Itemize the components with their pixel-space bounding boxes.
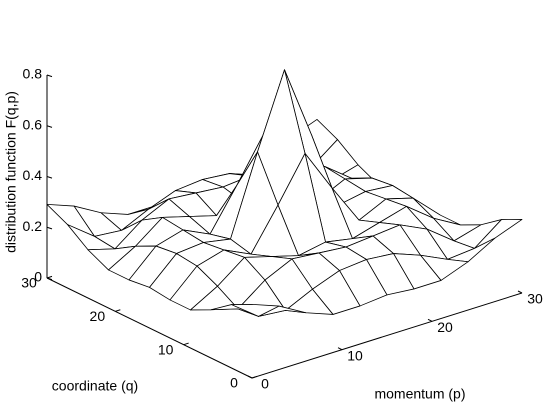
y-axis bbox=[46, 277, 253, 379]
x-axis bbox=[251, 292, 523, 379]
z-axis-label: distribution function F(q,p) bbox=[3, 91, 19, 253]
z-tick-label: 0 bbox=[34, 269, 42, 285]
z-tick bbox=[46, 125, 53, 128]
y-tick-label: 20 bbox=[90, 308, 106, 324]
y-tick-label: 30 bbox=[21, 275, 37, 291]
x-tick-label: 0 bbox=[261, 376, 269, 392]
y-tick-label: 10 bbox=[158, 341, 174, 357]
y-tick bbox=[183, 342, 189, 346]
y-tick-label: 0 bbox=[230, 375, 238, 391]
y-tick bbox=[46, 275, 53, 279]
x-tick-label: 10 bbox=[347, 347, 363, 363]
z-tick bbox=[46, 74, 53, 78]
x-axis-label: momentum (p) bbox=[374, 386, 465, 402]
z-tick bbox=[46, 226, 53, 230]
x-tick bbox=[517, 290, 523, 294]
z-tick bbox=[46, 277, 53, 281]
z-tick-label: 0.2 bbox=[23, 218, 43, 234]
x-tick bbox=[247, 375, 253, 379]
x-tick-label: 20 bbox=[437, 319, 453, 335]
surface-cell bbox=[231, 304, 280, 317]
z-tick-label: 0.6 bbox=[23, 116, 43, 132]
x-tick-label: 30 bbox=[527, 291, 543, 307]
z-tick-label: 0.8 bbox=[23, 66, 43, 82]
z-tick-label: 0.4 bbox=[23, 167, 43, 183]
x-tick bbox=[337, 347, 343, 351]
z-tick bbox=[46, 176, 53, 179]
y-tick bbox=[115, 309, 121, 312]
x-tick bbox=[427, 318, 433, 322]
y-tick bbox=[251, 375, 258, 379]
y-axis-label: coordinate (q) bbox=[52, 378, 138, 394]
